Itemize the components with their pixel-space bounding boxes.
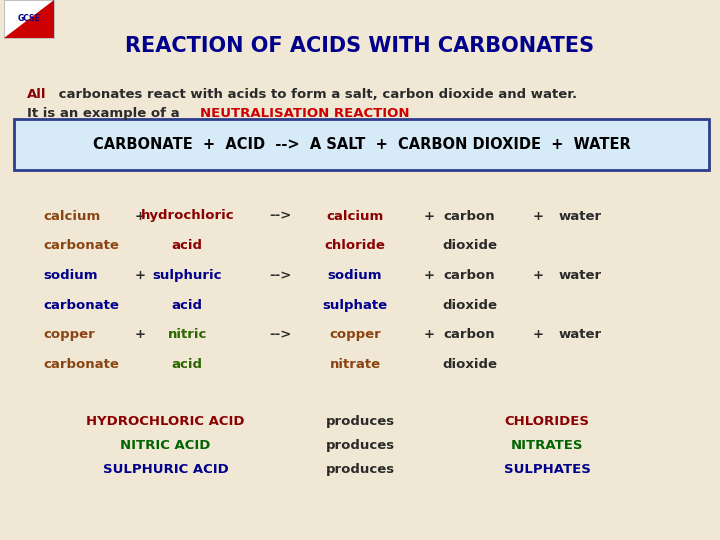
- Text: REACTION OF ACIDS WITH CARBONATES: REACTION OF ACIDS WITH CARBONATES: [125, 36, 595, 56]
- Text: carbonate: carbonate: [43, 299, 119, 312]
- Text: +: +: [135, 210, 146, 222]
- Text: +: +: [423, 328, 435, 341]
- Text: All: All: [27, 88, 47, 101]
- Text: nitrate: nitrate: [329, 358, 381, 371]
- Text: acid: acid: [171, 358, 203, 371]
- Text: carbonate: carbonate: [43, 239, 119, 252]
- Text: copper: copper: [329, 328, 381, 341]
- Text: dioxide: dioxide: [442, 239, 497, 252]
- Text: CHLORIDES: CHLORIDES: [505, 415, 590, 428]
- Text: -->: -->: [269, 269, 292, 282]
- Text: sulphuric: sulphuric: [153, 269, 222, 282]
- Text: water: water: [558, 269, 601, 282]
- Text: dioxide: dioxide: [442, 358, 497, 371]
- Polygon shape: [4, 0, 54, 38]
- Text: carbon: carbon: [444, 328, 495, 341]
- Text: chloride: chloride: [325, 239, 385, 252]
- Text: calcium: calcium: [43, 210, 101, 222]
- Text: carbonates react with acids to form a salt, carbon dioxide and water.: carbonates react with acids to form a sa…: [54, 88, 577, 101]
- Text: -->: -->: [269, 210, 292, 222]
- Text: sodium: sodium: [328, 269, 382, 282]
- Text: carbonate: carbonate: [43, 358, 119, 371]
- Text: CARBONATE  +  ACID  -->  A SALT  +  CARBON DIOXIDE  +  WATER: CARBONATE + ACID --> A SALT + CARBON DIO…: [93, 137, 630, 152]
- Text: carbon: carbon: [444, 269, 495, 282]
- Text: HYDROCHLORIC ACID: HYDROCHLORIC ACID: [86, 415, 245, 428]
- Text: NITRATES: NITRATES: [511, 439, 583, 452]
- Text: NITRIC ACID: NITRIC ACID: [120, 439, 211, 452]
- Text: NEUTRALISATION REACTION: NEUTRALISATION REACTION: [200, 107, 410, 120]
- Text: sulphate: sulphate: [323, 299, 387, 312]
- Text: +: +: [423, 269, 435, 282]
- Text: +: +: [135, 269, 146, 282]
- Text: dioxide: dioxide: [442, 299, 497, 312]
- Text: nitric: nitric: [168, 328, 207, 341]
- Text: -->: -->: [269, 328, 292, 341]
- Text: +: +: [135, 328, 146, 341]
- Text: produces: produces: [325, 463, 395, 476]
- Text: sodium: sodium: [43, 269, 98, 282]
- Text: It is an example of a: It is an example of a: [27, 107, 184, 120]
- Text: +: +: [533, 210, 544, 222]
- FancyBboxPatch shape: [14, 119, 709, 170]
- Polygon shape: [4, 0, 54, 38]
- Text: water: water: [558, 328, 601, 341]
- Text: GCSE: GCSE: [17, 15, 40, 23]
- Text: copper: copper: [43, 328, 95, 341]
- Text: SULPHURIC ACID: SULPHURIC ACID: [103, 463, 228, 476]
- Text: +: +: [533, 328, 544, 341]
- Text: water: water: [558, 210, 601, 222]
- Text: produces: produces: [325, 415, 395, 428]
- Text: acid: acid: [171, 299, 203, 312]
- Text: carbon: carbon: [444, 210, 495, 222]
- Text: hydrochloric: hydrochloric: [140, 210, 234, 222]
- Text: SULPHATES: SULPHATES: [504, 463, 590, 476]
- Text: calcium: calcium: [326, 210, 384, 222]
- Text: +: +: [533, 269, 544, 282]
- Text: acid: acid: [171, 239, 203, 252]
- Text: produces: produces: [325, 439, 395, 452]
- Text: +: +: [423, 210, 435, 222]
